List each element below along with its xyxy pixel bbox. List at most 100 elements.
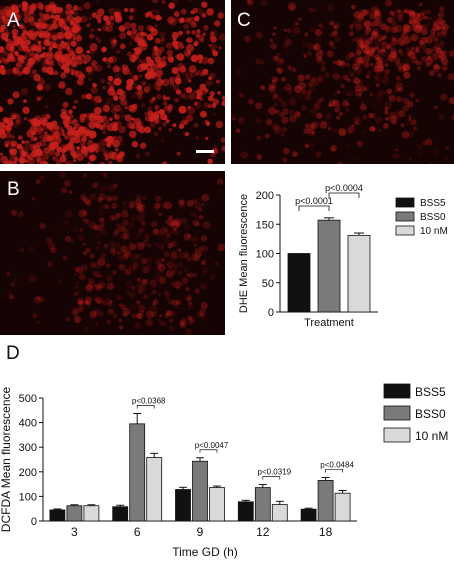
cell (28, 16, 35, 22)
cell (362, 55, 371, 63)
cell (209, 34, 214, 40)
cell (357, 14, 365, 22)
cell (105, 195, 112, 202)
cell (133, 117, 141, 126)
cell (161, 37, 166, 42)
cell (240, 151, 249, 159)
legend-label: 10 nM (415, 429, 448, 443)
cell (390, 11, 396, 17)
cell (400, 123, 405, 127)
cell (187, 315, 193, 321)
cell (303, 54, 307, 59)
cell (370, 112, 377, 119)
cell (159, 276, 166, 284)
cell (40, 175, 44, 180)
cell-cluster-group (0, 0, 225, 164)
cell (27, 49, 31, 53)
cell (118, 318, 122, 323)
cell (162, 237, 170, 244)
cell (359, 43, 365, 50)
cell (216, 187, 223, 194)
cell (209, 80, 215, 86)
cell (64, 123, 69, 129)
cell (147, 243, 152, 248)
cell (371, 46, 376, 52)
cell (129, 204, 134, 209)
cell (316, 75, 323, 83)
cell (363, 86, 368, 92)
cell (184, 297, 188, 301)
cell (94, 106, 102, 115)
cell (389, 115, 397, 124)
cell (353, 77, 361, 85)
cell (167, 298, 174, 305)
cell (26, 31, 33, 37)
cell (365, 26, 372, 33)
cell (146, 305, 155, 314)
cell (88, 221, 97, 229)
cell (189, 211, 196, 217)
cell (179, 282, 184, 286)
cell (173, 280, 182, 289)
cell (365, 31, 370, 36)
cell (92, 284, 100, 292)
cell (369, 46, 376, 53)
cell (209, 72, 216, 80)
cell (425, 47, 432, 55)
cell (170, 81, 175, 87)
cell (75, 131, 83, 138)
cell (437, 13, 442, 17)
cell (46, 122, 55, 130)
bar-10nm (347, 234, 371, 313)
cell (180, 318, 188, 325)
cell (46, 66, 54, 75)
cell (292, 67, 297, 72)
cell (188, 301, 193, 306)
bar-bss0-18 (317, 480, 334, 522)
cell (33, 53, 40, 60)
cell (357, 93, 363, 99)
cell (384, 58, 389, 64)
cell (441, 62, 448, 69)
cell (367, 19, 374, 26)
cell (168, 127, 172, 132)
cell (52, 43, 58, 49)
cell (110, 43, 116, 49)
cell (363, 21, 371, 29)
cell (170, 240, 177, 247)
cell (184, 250, 189, 255)
cell (202, 221, 211, 229)
cell (145, 14, 150, 18)
cell (425, 62, 431, 67)
cell (400, 33, 405, 38)
cell (80, 15, 88, 23)
cell (53, 70, 59, 76)
cell (172, 123, 177, 128)
cell (128, 104, 137, 113)
cell (31, 69, 37, 75)
cell (316, 121, 321, 126)
cell (210, 29, 218, 38)
cell (174, 77, 182, 85)
cell (385, 29, 390, 33)
cell (201, 1, 208, 8)
cell (25, 39, 31, 46)
cell (371, 6, 379, 14)
cell (387, 17, 393, 24)
legend-swatch (395, 211, 415, 222)
cell (375, 33, 379, 37)
cell (272, 123, 280, 131)
cell (198, 207, 203, 212)
cell (395, 61, 402, 67)
cell (131, 264, 137, 270)
micrograph-background (231, 0, 454, 164)
cell (88, 130, 97, 139)
cell (194, 249, 203, 258)
cell (58, 19, 64, 25)
cell (319, 25, 325, 31)
cell (168, 215, 174, 220)
cell (425, 22, 431, 27)
cell (440, 93, 448, 101)
cell (11, 28, 19, 36)
cell (407, 131, 414, 138)
